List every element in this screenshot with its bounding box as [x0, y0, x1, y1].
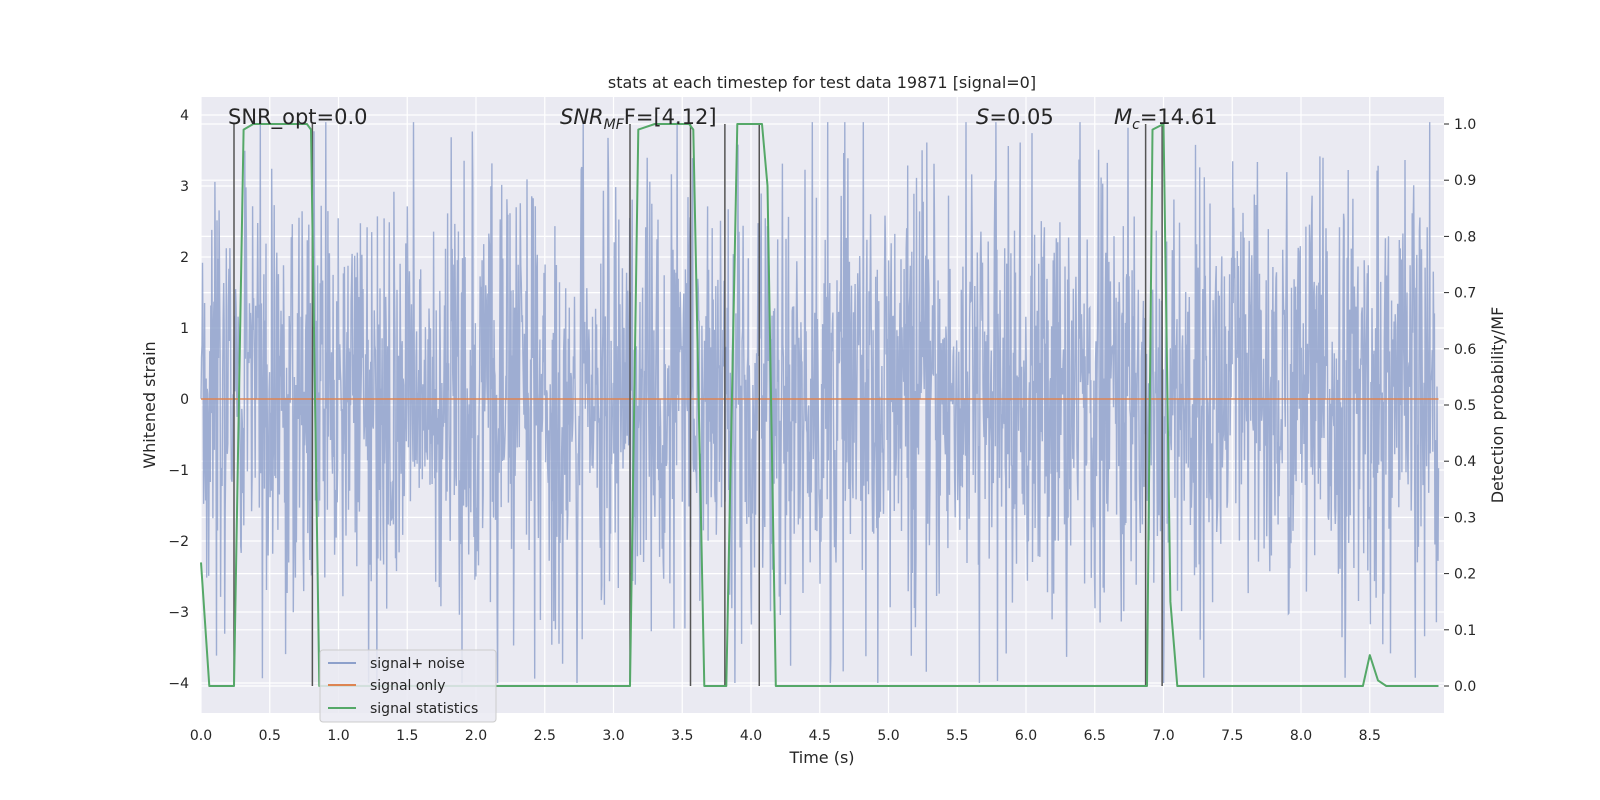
legend-label-signal-noise: signal+ noise	[370, 656, 465, 672]
x-tick-label-16: 8.0	[1290, 728, 1312, 744]
annotation-mc-value: =14.61	[1140, 105, 1218, 129]
annotation-snr-mf-main: SNR	[560, 105, 604, 129]
x-tick-label-0: 0.0	[190, 728, 212, 744]
x-tick-label-9: 4.5	[809, 728, 831, 744]
annotation-mc-sub: c	[1132, 117, 1140, 133]
x-tick-label-15: 7.5	[1221, 728, 1243, 744]
x-tick-labels: 0.0 0.5 1.0 1.5 2.0 2.5 3.0 3.5 4.0 4.5 5.0 5.5 6.0 6…	[190, 728, 1381, 744]
legend-label-signal-only: signal only	[370, 678, 445, 694]
x-tick-label-3: 1.5	[396, 728, 418, 744]
y-tick-label-6: 2	[180, 250, 189, 266]
x-tick-label-8: 4.0	[740, 728, 762, 744]
signal-noise-series	[200, 122, 1440, 684]
y-tick-label-0: −4	[168, 676, 189, 692]
x-tick-label-7: 3.5	[671, 728, 693, 744]
y-right-tick-label-8: 0.8	[1454, 229, 1476, 245]
chart-title: stats at each timestep for test data 198…	[608, 73, 1036, 92]
legend: signal+ noise signal only signal statist…	[319, 649, 497, 723]
x-tick-label-12: 6.0	[1015, 728, 1037, 744]
y-right-tick-label-10: 1.0	[1454, 117, 1476, 133]
x-tick-label-2: 1.0	[327, 728, 349, 744]
x-tick-label-13: 6.5	[1084, 728, 1106, 744]
signal-statistics-series	[200, 123, 1439, 687]
y-tick-label-5: 1	[180, 321, 189, 337]
x-axis-label: Time (s)	[788, 748, 854, 767]
y-right-tick-label-5: 0.5	[1454, 398, 1476, 414]
y-tick-label-7: 3	[180, 179, 189, 195]
annotation-s-var: S	[976, 105, 989, 129]
annotation-mc-main: M	[1114, 105, 1132, 129]
y-tick-label-3: −1	[168, 463, 189, 479]
signal-statistics-line	[200, 123, 1439, 687]
x-tick-label-17: 8.5	[1359, 728, 1381, 744]
y-right-tick-label-9: 0.9	[1454, 173, 1476, 189]
x-tick-label-10: 5.0	[877, 728, 899, 744]
y-tick-label-4: 0	[180, 392, 189, 408]
y-tick-labels: −4 −3 −2 −1 0 1 2 3 4	[168, 108, 189, 692]
x-tick-label-14: 7.0	[1152, 728, 1174, 744]
y-right-tick-label-0: 0.0	[1454, 679, 1476, 695]
y-tick-label-1: −3	[168, 605, 189, 621]
y-right-tick-label-1: 0.1	[1454, 623, 1476, 639]
y-axis-label: Whitened strain	[140, 341, 159, 468]
x-tick-label-4: 2.0	[465, 728, 487, 744]
y-tick-label-8: 4	[180, 108, 189, 124]
x-tick-label-5: 2.5	[534, 728, 556, 744]
vertical-markers	[233, 124, 1163, 686]
annotation-s-value: =0.05	[989, 105, 1053, 129]
y-right-tick-label-3: 0.3	[1454, 510, 1476, 526]
x-tick-label-11: 5.5	[946, 728, 968, 744]
y-right-tick-label-7: 0.7	[1454, 286, 1476, 302]
annotation-snr-mf-sub: MF	[604, 117, 625, 133]
legend-box	[319, 649, 497, 723]
x-tick-label-1: 0.5	[259, 728, 281, 744]
signal-noise-line	[200, 122, 1440, 684]
y-right-tick-label-6: 0.6	[1454, 342, 1476, 358]
annotation-mc: Mc=14.61	[1114, 105, 1218, 133]
annotation-s: S=0.05	[976, 105, 1054, 129]
y-right-tick-labels: 0.0 0.1 0.2 0.3 0.4 0.5 0.6 0.7 0.8 0.9 1.0	[1444, 117, 1476, 695]
y-right-tick-label-2: 0.2	[1454, 567, 1476, 583]
annotation-snr-opt: SNR_opt=0.0	[228, 105, 368, 130]
annotation-snr-mf: SNRMFF=[4.12]	[560, 105, 717, 133]
y-tick-label-2: −2	[168, 534, 189, 550]
annotation-snr-mf-value: F=[4.12]	[624, 105, 717, 129]
legend-label-signal-statistics: signal statistics	[370, 701, 478, 717]
x-tick-label-6: 3.0	[602, 728, 624, 744]
y-right-axis-label: Detection probability/MF	[1488, 307, 1507, 504]
y-right-tick-label-4: 0.4	[1454, 454, 1476, 470]
